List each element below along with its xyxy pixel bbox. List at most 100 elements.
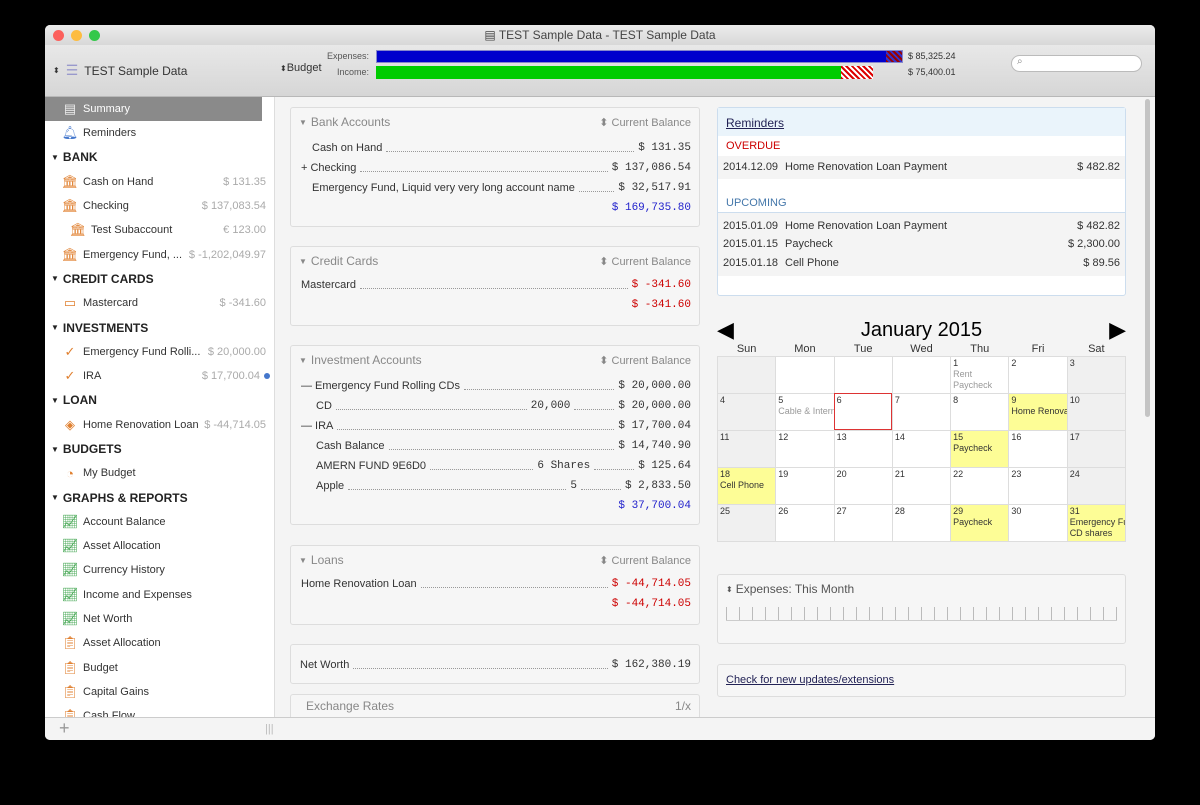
calendar-day[interactable]: 8 xyxy=(950,392,1010,431)
zoom-button[interactable] xyxy=(89,30,100,41)
calendar-day[interactable]: 21 xyxy=(891,466,952,505)
sidebar-item[interactable]: 📋︎ Cash Flow xyxy=(45,704,274,717)
sidebar-item-summary[interactable]: ▤ Summary xyxy=(45,97,262,121)
sidebar-item[interactable]: 📋︎ Capital Gains xyxy=(45,680,274,704)
calendar-day[interactable] xyxy=(833,355,893,394)
sidebar-item[interactable]: ◔ My Budget xyxy=(45,461,274,485)
reminder-row[interactable]: 2015.01.18 Cell Phone $ 89.56 xyxy=(718,254,1125,273)
calendar-day[interactable] xyxy=(716,355,777,394)
sidebar-section-header[interactable]: GRAPHS & REPORTS xyxy=(45,485,274,509)
account-row[interactable]: Emergency Fund, Liquid very very long ac… xyxy=(291,178,699,198)
calendar-day[interactable]: 28 xyxy=(891,503,952,542)
sidebar-section-header[interactable]: LOAN xyxy=(45,388,274,412)
collapse-icon[interactable]: ▼ xyxy=(299,555,307,565)
calendar-event[interactable]: Paycheck xyxy=(953,379,993,390)
selector-icon[interactable]: ⬍ xyxy=(726,584,733,594)
next-month-button[interactable]: ▶ xyxy=(1109,317,1126,342)
calendar-event[interactable]: Emergency Fu xyxy=(1069,516,1126,527)
account-row[interactable]: Cash Balance $ 14,740.90 xyxy=(291,436,699,456)
calendar-day[interactable]: 5 Cable & Intern xyxy=(775,392,835,431)
calendar-day[interactable] xyxy=(891,355,952,394)
reminder-row[interactable]: 2015.01.15 Paycheck $ 2,300.00 xyxy=(718,235,1125,254)
previous-month-button[interactable]: ◀ xyxy=(717,317,734,342)
column-label[interactable]: 1/x xyxy=(674,699,691,713)
calendar-day[interactable]: 1 Rent Paycheck xyxy=(950,355,1010,394)
sidebar-item[interactable]: 📋︎ Budget xyxy=(45,656,274,680)
sort-column[interactable]: ⬍ Current Balance xyxy=(599,255,691,268)
calendar-event[interactable]: Home Renova xyxy=(1011,405,1068,416)
account-row[interactable]: AMERN FUND 9E6D0 6 Shares $ 125.64 xyxy=(291,456,699,476)
sidebar-item[interactable]: 📈︎ Net Worth xyxy=(45,607,274,631)
calendar-event[interactable]: Cable & Intern xyxy=(778,405,835,416)
account-row[interactable]: — IRA $ 17,700.04 xyxy=(291,416,699,436)
calendar-day[interactable]: 24 xyxy=(1066,466,1127,505)
calendar-event[interactable]: Rent xyxy=(953,368,973,379)
sidebar-item[interactable]: 📈︎ Income and Expenses xyxy=(45,583,274,607)
sort-column[interactable]: ⬍ Current Balance xyxy=(599,554,691,567)
sidebar-item[interactable]: 🏛︎ Cash on Hand $ 131.35 xyxy=(45,170,274,194)
sidebar-item[interactable]: 📈︎ Account Balance xyxy=(45,510,274,534)
sort-column[interactable]: ⬍ Current Balance xyxy=(599,354,691,367)
calendar-day[interactable]: 17 xyxy=(1066,429,1127,468)
sidebar-item[interactable]: 📋︎ Asset Allocation xyxy=(45,631,274,655)
sidebar-item[interactable]: ◈ Home Renovation Loan $ -44,714.05 xyxy=(45,413,274,437)
add-button[interactable]: + xyxy=(59,718,70,738)
calendar-day[interactable]: 18 Cell Phone xyxy=(716,466,777,505)
sidebar-item[interactable]: 🏛︎ Test Subaccount € 123.00 xyxy=(45,218,274,242)
calendar-day[interactable]: 3 xyxy=(1066,355,1127,394)
sidebar-item[interactable]: 🏛︎ Emergency Fund, ... $ -1,202,049.97 xyxy=(45,242,274,266)
calendar-event[interactable]: Paycheck xyxy=(953,442,993,453)
account-row[interactable]: Apple 5 $ 2,833.50 xyxy=(291,476,699,496)
account-row[interactable]: CD 20,000 $ 20,000.00 xyxy=(291,396,699,416)
calendar-event[interactable]: CD shares xyxy=(1069,527,1113,538)
account-row[interactable]: + Checking $ 137,086.54 xyxy=(291,158,699,178)
calendar-day[interactable]: 4 xyxy=(716,392,777,431)
collapse-icon[interactable]: ▼ xyxy=(299,256,307,266)
sidebar-section-header[interactable]: INVESTMENTS xyxy=(45,315,274,339)
calendar-day[interactable]: 14 xyxy=(891,429,952,468)
calendar-event[interactable]: Cell Phone xyxy=(720,479,765,490)
sidebar-item[interactable]: 🏛︎ Checking $ 137,083.54 xyxy=(45,194,274,218)
calendar-day[interactable]: 11 xyxy=(716,429,777,468)
calendar-day[interactable]: 23 xyxy=(1008,466,1068,505)
calendar-day[interactable]: 15 Paycheck xyxy=(950,429,1010,468)
sidebar-item[interactable]: 📈︎ Asset Allocation xyxy=(45,534,274,558)
calendar-day[interactable]: 31 Emergency Fu CD shares xyxy=(1066,503,1127,542)
calendar-event[interactable]: Paycheck xyxy=(953,516,993,527)
calendar-day[interactable]: 20 xyxy=(833,466,893,505)
minimize-button[interactable] xyxy=(71,30,82,41)
check-updates-link[interactable]: Check for new updates/extensions xyxy=(726,674,895,686)
calendar-day[interactable]: 13 xyxy=(833,429,893,468)
sort-column[interactable]: ⬍ Current Balance xyxy=(599,116,691,129)
calendar-day[interactable]: 30 xyxy=(1008,503,1068,542)
search-input[interactable]: ⌕ xyxy=(1011,55,1142,72)
reminder-row[interactable]: 2014.12.09 Home Renovation Loan Payment $ … xyxy=(718,158,1125,177)
account-row[interactable]: Cash on Hand $ 131.35 xyxy=(291,138,699,158)
calendar-day[interactable]: 29 Paycheck xyxy=(950,503,1010,542)
collapse-icon[interactable]: ▼ xyxy=(299,117,307,127)
reminder-row[interactable]: 2015.01.09 Home Renovation Loan Payment $ … xyxy=(718,217,1125,236)
calendar-day[interactable]: 6 xyxy=(833,392,893,431)
sidebar-item[interactable]: 📈︎ Currency History xyxy=(45,558,274,582)
calendar-day[interactable]: 12 xyxy=(775,429,835,468)
calendar-day[interactable]: 7 xyxy=(891,392,952,431)
resize-handle[interactable]: ||| xyxy=(265,723,274,735)
scrollbar[interactable] xyxy=(1145,99,1150,417)
sidebar-section-header[interactable]: BANK xyxy=(45,145,274,169)
sidebar-item[interactable]: ▭ Mastercard $ -341.60 xyxy=(45,291,274,315)
reminders-link[interactable]: Reminders xyxy=(726,116,785,130)
account-row[interactable]: Mastercard $ -341.60 xyxy=(291,275,699,295)
calendar-day[interactable]: 2 xyxy=(1008,355,1068,394)
account-row[interactable]: — Emergency Fund Rolling CDs $ 20,000.00 xyxy=(291,376,699,396)
account-row[interactable]: Home Renovation Loan $ -44,714.05 xyxy=(291,574,699,594)
calendar-day[interactable]: 16 xyxy=(1008,429,1068,468)
calendar-day[interactable]: 22 xyxy=(950,466,1010,505)
mode-selector[interactable]: ⬍Budget xyxy=(280,62,322,74)
file-selector[interactable]: ⬍ ☰ TEST Sample Data xyxy=(53,62,188,78)
calendar-day[interactable] xyxy=(775,355,835,394)
close-button[interactable] xyxy=(53,30,64,41)
calendar-day[interactable]: 25 xyxy=(716,503,777,542)
sidebar-item-reminders[interactable]: 🔔︎ Reminders xyxy=(45,121,274,145)
sidebar-item[interactable]: ✓ Emergency Fund Rolli... $ 20,000.00 xyxy=(45,340,274,364)
calendar-day[interactable]: 10 xyxy=(1066,392,1127,431)
